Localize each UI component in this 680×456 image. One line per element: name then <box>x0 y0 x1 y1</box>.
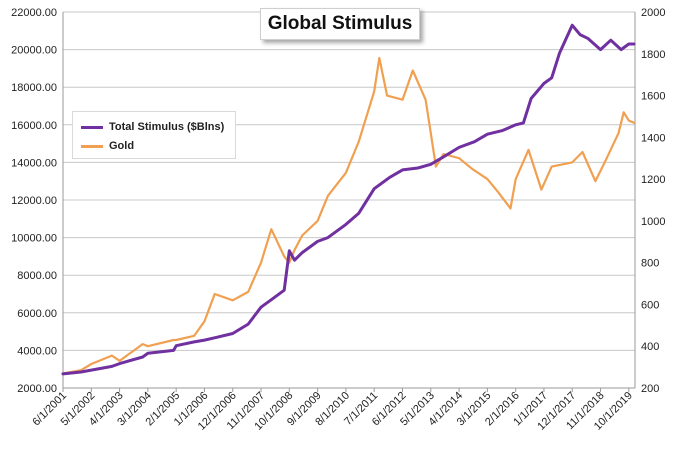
right-tick-label: 1400 <box>641 132 665 144</box>
left-tick-label: 22000.00 <box>11 7 57 19</box>
legend-swatch-gold <box>81 144 103 148</box>
right-tick-label: 1800 <box>641 49 665 61</box>
legend: Total Stimulus ($Blns) Gold <box>72 111 236 159</box>
left-tick-label: 14000.00 <box>11 157 57 169</box>
right-tick-label: 200 <box>641 383 659 395</box>
right-tick-label: 2000 <box>641 7 665 19</box>
right-tick-label: 600 <box>641 299 659 311</box>
chart-title-box: Global Stimulus <box>260 8 420 40</box>
right-axis: 200 400 600 800 1000 1200 1400 1600 1800 2000 <box>641 7 665 395</box>
series-layer <box>61 23 636 376</box>
left-tick-label: 4000.00 <box>17 345 57 357</box>
left-tick-label: 18000.00 <box>11 82 57 94</box>
right-tick-label: 1600 <box>641 91 665 103</box>
chart-title: Global Stimulus <box>267 13 413 34</box>
left-tick-label: 20000.00 <box>11 45 57 57</box>
series-line-gold <box>61 56 636 375</box>
legend-label-total-stimulus: Total Stimulus ($Blns) <box>109 121 225 133</box>
legend-swatch-total-stimulus <box>81 125 103 129</box>
right-tick-label: 1000 <box>641 216 665 228</box>
legend-item-total-stimulus: Total Stimulus ($Blns) <box>81 119 224 135</box>
left-tick-label: 10000.00 <box>11 233 57 245</box>
right-tick-label: 800 <box>641 258 659 270</box>
left-tick-label: 2000.00 <box>17 383 57 395</box>
right-tick-label: 1200 <box>641 174 665 186</box>
grid-layer <box>62 11 636 389</box>
x-axis: 6/1/20015/1/20024/1/20033/1/20042/1/2005… <box>30 388 635 433</box>
legend-item-gold: Gold <box>81 138 134 154</box>
left-axis: 2000.00 4000.00 6000.00 8000.00 10000.00 1200… <box>11 7 57 395</box>
series-line-total-stimulus <box>61 23 636 376</box>
left-tick-label: 8000.00 <box>17 270 57 282</box>
left-tick-label: 16000.00 <box>11 120 57 132</box>
legend-label-gold: Gold <box>109 140 135 152</box>
right-tick-label: 400 <box>641 341 659 353</box>
left-tick-label: 12000.00 <box>11 195 57 207</box>
left-tick-label: 6000.00 <box>17 308 57 320</box>
